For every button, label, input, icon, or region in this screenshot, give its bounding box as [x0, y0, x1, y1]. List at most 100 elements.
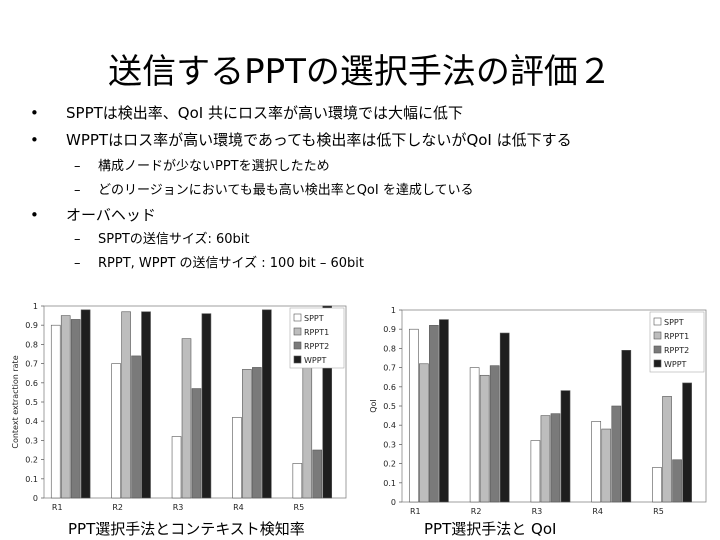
y-tick-label: 0.2 — [25, 456, 38, 465]
legend-swatch-rppt2 — [293, 341, 302, 350]
legend-swatch-sppt — [293, 313, 302, 322]
bar-wppt — [499, 332, 510, 503]
bar-sppt — [591, 421, 602, 503]
bar-sppt — [652, 467, 662, 503]
x-tick-label: R3 — [532, 507, 543, 516]
legend-label-wppt: WPPT — [304, 356, 327, 365]
bar-rppt1 — [540, 415, 551, 503]
bar-wppt — [439, 319, 449, 503]
bar-wppt — [141, 311, 151, 499]
bar-wppt — [80, 309, 91, 499]
bar-rppt1 — [121, 311, 131, 499]
bar-wppt — [560, 390, 571, 503]
y-tick-label: 0.8 — [383, 344, 396, 353]
legend-label-rppt1: RPPT1 — [664, 332, 689, 341]
y-tick-label: 0.7 — [383, 364, 396, 373]
bar-sppt — [111, 363, 121, 499]
bar-rppt2 — [131, 355, 141, 499]
bar-wppt — [682, 382, 692, 503]
x-tick-label: R2 — [471, 507, 482, 516]
bar-wppt — [621, 350, 632, 503]
legend-swatch-rppt1 — [653, 331, 662, 340]
bullet-marker: • — [30, 206, 39, 224]
bullet-text: WPPTはロス率が高い環境であっても検出率は低下しないがQoI は低下する — [66, 131, 572, 149]
bar-rppt1 — [419, 363, 429, 503]
bar-sppt — [171, 436, 182, 499]
legend-label-sppt: SPPT — [664, 318, 684, 327]
x-tick-label: R3 — [173, 503, 184, 512]
y-tick-label: 0.1 — [25, 475, 38, 484]
y-tick-label: 0 — [391, 498, 396, 507]
slide-title: 送信するPPTの選択手法の評価２ — [108, 52, 612, 92]
bullet-text: オーバヘッド — [66, 206, 156, 224]
sub-bullet-text: どのリージョンにおいても最も高い検出率とQoI を達成している — [98, 183, 474, 198]
bar-wppt — [322, 305, 333, 499]
x-tick-label: R5 — [294, 503, 305, 512]
y-tick-label: 0.6 — [383, 383, 396, 392]
bar-rppt1 — [181, 338, 192, 499]
legend-label-wppt: WPPT — [664, 360, 687, 369]
sub-bullet-marker: – — [74, 256, 81, 271]
legend-swatch-rppt1 — [293, 327, 302, 336]
sub-bullet-marker: – — [74, 159, 81, 174]
bullet-marker: • — [30, 104, 39, 122]
y-tick-label: 0.3 — [25, 436, 38, 445]
bar-wppt — [201, 313, 212, 499]
legend-swatch-wppt — [293, 355, 302, 364]
legend-swatch-wppt — [653, 359, 662, 368]
y-tick-label: 0.9 — [25, 321, 38, 330]
x-tick-label: R2 — [112, 503, 123, 512]
y-tick-label: 0.2 — [383, 460, 396, 469]
bar-sppt — [50, 324, 61, 499]
y-tick-label: 0.7 — [25, 360, 38, 369]
y-tick-label: 0.6 — [25, 379, 38, 388]
bar-rppt2 — [312, 449, 323, 499]
bullet-wppt: • WPPTはロス率が高い環境であっても検出率は低下しないがQoI は低下する — [30, 129, 572, 150]
bar-sppt — [292, 463, 303, 499]
y-tick-label: 0.1 — [383, 479, 396, 488]
y-tick-label: 0 — [33, 494, 38, 503]
legend-label-rppt2: RPPT2 — [304, 342, 329, 351]
x-tick-label: R1 — [410, 507, 421, 516]
sub-bullet-text: RPPT, WPPT の送信サイズ : 100 bit – 60bit — [98, 256, 364, 271]
bullet-overhead: • オーバヘッド — [30, 204, 156, 225]
bar-rppt1 — [601, 428, 612, 503]
sub-bullet-marker: – — [74, 232, 81, 247]
bullet-text: SPPTは検出率、QoI 共にロス率が高い環境では大幅に低下 — [66, 104, 463, 122]
sub-bullet-achieve: – どのリージョンにおいても最も高い検出率とQoI を達成している — [74, 179, 473, 198]
y-tick-label: 0.4 — [25, 417, 38, 426]
caption-qoi: PPT選択手法と QoI — [424, 520, 557, 538]
x-tick-label: R5 — [653, 507, 664, 516]
bar-rppt2 — [489, 365, 500, 503]
y-tick-label: 0.5 — [383, 402, 396, 411]
sub-bullet-text: SPPTの送信サイズ: 60bit — [98, 232, 250, 247]
bar-rppt2 — [672, 459, 682, 503]
bar-rppt2 — [70, 319, 81, 499]
bar-rppt2 — [252, 367, 262, 499]
bar-sppt — [232, 417, 242, 499]
y-tick-label: 0.5 — [25, 398, 38, 407]
sub-bullet-marker: – — [74, 183, 81, 198]
sub-bullet-reason: – 構成ノードが少ないPPTを選択したため — [74, 155, 330, 174]
bar-wppt — [262, 309, 272, 499]
bullet-marker: • — [30, 131, 39, 149]
bar-rppt1 — [242, 369, 252, 499]
x-tick-label: R4 — [233, 503, 244, 512]
sub-bullet-rppt-size: – RPPT, WPPT の送信サイズ : 100 bit – 60bit — [74, 252, 364, 271]
sub-bullet-sppt-size: – SPPTの送信サイズ: 60bit — [74, 228, 250, 247]
bar-rppt1 — [60, 315, 71, 499]
sub-bullet-text: 構成ノードが少ないPPTを選択したため — [98, 159, 330, 174]
detection-rate-chart: 0 0.1 0.2 0.3 0.4 0.5 0.6 0.7 0.8 0.9 1 Context ext… — [11, 302, 347, 512]
bar-rppt1 — [662, 396, 672, 503]
bar-sppt — [408, 328, 419, 503]
bar-sppt — [530, 440, 541, 503]
legend-swatch-rppt2 — [653, 345, 662, 354]
y-tick-label: 0.9 — [383, 325, 396, 334]
caption-detection-rate: PPT選択手法とコンテキスト検知率 — [68, 520, 305, 538]
bar-rppt2 — [429, 325, 439, 503]
x-tick-label: R1 — [52, 503, 63, 512]
qoi-chart: 0 0.1 0.2 0.3 0.4 0.5 0.6 0.7 0.8 0.9 1 QoI R1 R2 R3 R4… — [369, 306, 707, 516]
y-axis-label: QoI — [369, 399, 378, 413]
bar-rppt2 — [611, 405, 622, 503]
bullet-sppt: • SPPTは検出率、QoI 共にロス率が高い環境では大幅に低下 — [30, 102, 463, 123]
